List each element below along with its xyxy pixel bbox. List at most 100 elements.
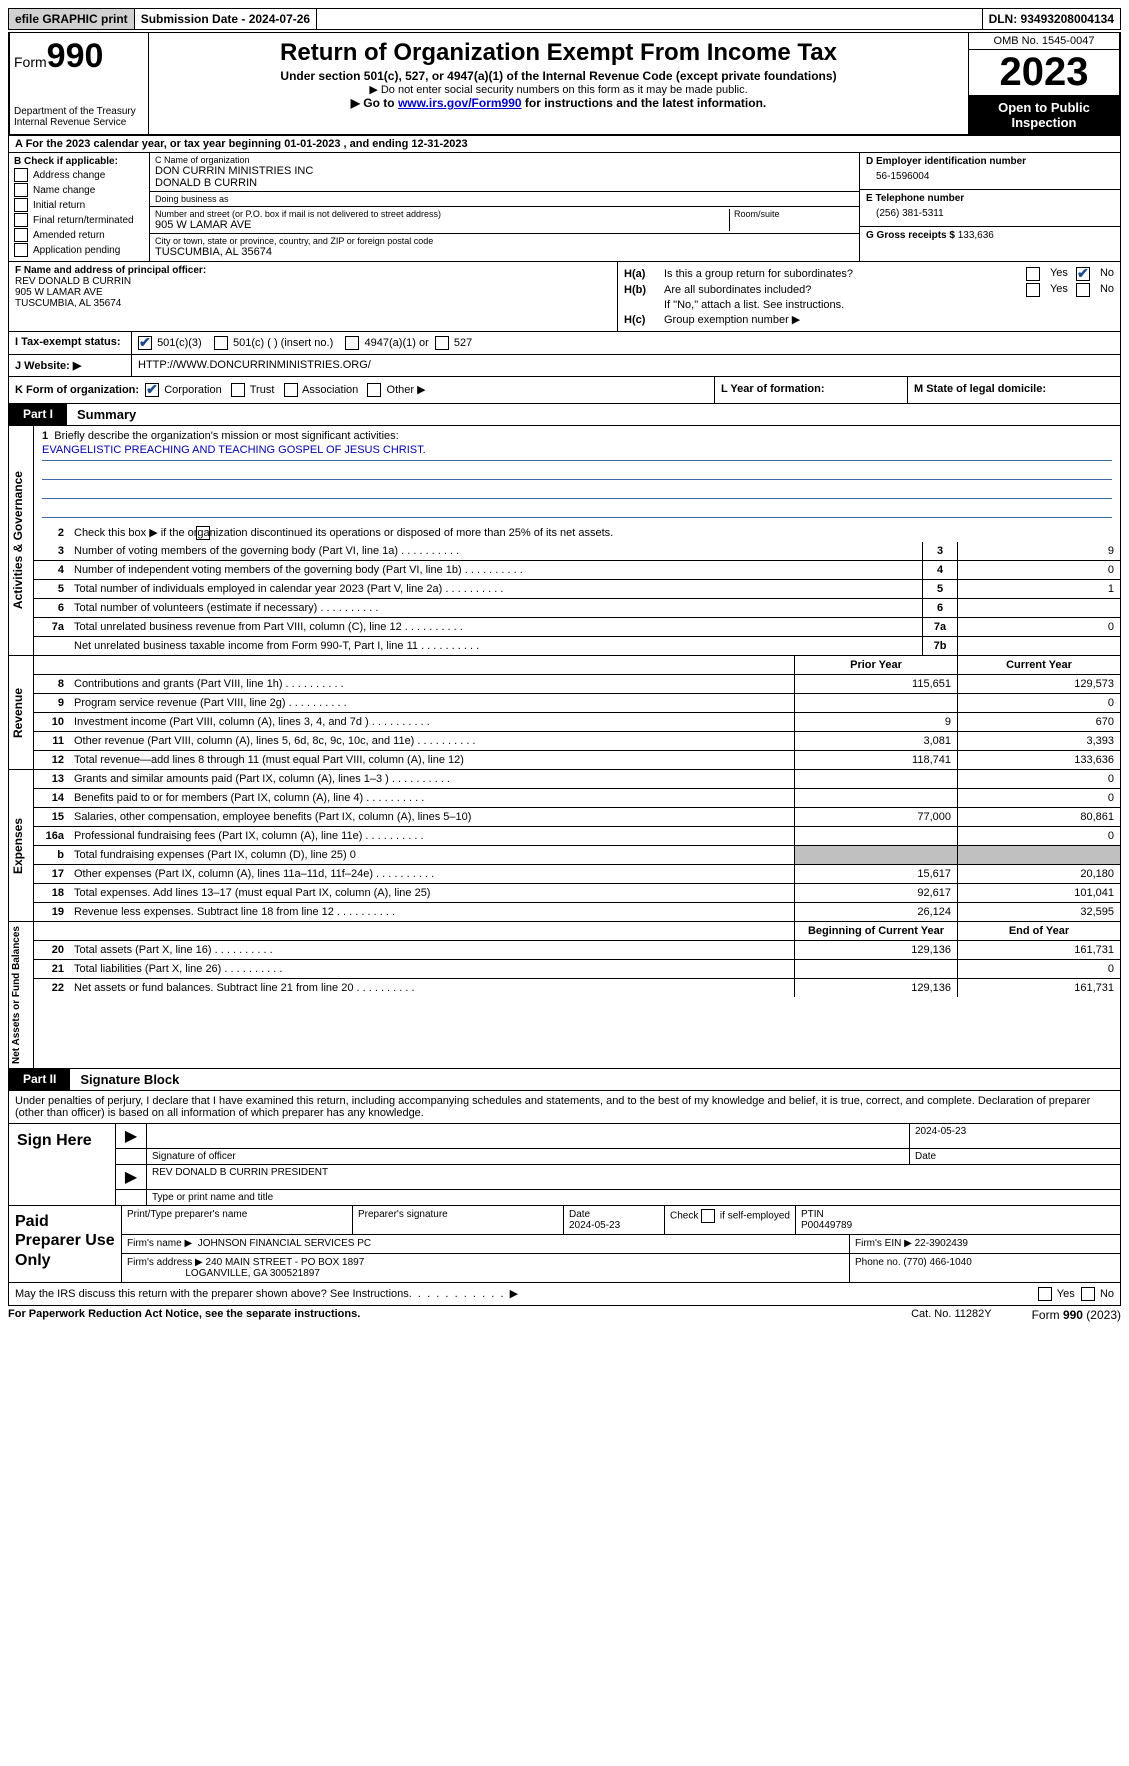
chk-self-employed[interactable] — [701, 1209, 715, 1223]
ha-no-lbl: No — [1100, 267, 1114, 281]
g7a-desc: Total unrelated business revenue from Pa… — [70, 619, 922, 635]
chk-other[interactable] — [367, 383, 381, 397]
ha-yes-lbl: Yes — [1050, 267, 1068, 281]
irs-link[interactable]: www.irs.gov/Form990 — [398, 96, 522, 110]
org-name-2: DONALD B CURRIN — [155, 177, 854, 189]
chk-corporation[interactable] — [145, 383, 159, 397]
part2-header: Part II Signature Block — [8, 1069, 1121, 1091]
discuss-q: May the IRS discuss this return with the… — [15, 1288, 412, 1300]
goto-post: for instructions and the latest informat… — [522, 96, 767, 110]
discuss-chks: Yes No — [1038, 1287, 1114, 1301]
chk-initial-return[interactable] — [14, 198, 28, 212]
na-hdr-end: End of Year — [957, 922, 1120, 940]
lbl-501c3: 501(c)(3) — [157, 337, 202, 349]
phone-row: E Telephone number (256) 381-5311 — [860, 190, 1120, 227]
j-label: J Website: ▶ — [9, 355, 132, 376]
ha-no-chk[interactable] — [1076, 267, 1090, 281]
hb-no-chk[interactable] — [1076, 283, 1090, 297]
na21-curr: 0 — [957, 960, 1120, 978]
discuss-yes-lbl: Yes — [1057, 1288, 1075, 1300]
g7b-desc: Net unrelated business taxable income fr… — [70, 638, 922, 654]
e17-curr: 20,180 — [957, 865, 1120, 883]
chk-discuss-no[interactable] — [1081, 1287, 1095, 1301]
chk-trust[interactable] — [231, 383, 245, 397]
chk-address-change[interactable] — [14, 168, 28, 182]
lbl-name-change: Name change — [33, 185, 95, 196]
phone-lbl: Phone no. — [855, 1257, 901, 1268]
i-label: I Tax-exempt status: — [9, 332, 132, 354]
expenses-body: 13Grants and similar amounts paid (Part … — [34, 770, 1120, 921]
row-i: I Tax-exempt status: 501(c)(3) 501(c) ( … — [8, 332, 1121, 355]
firm-addr-lbl: Firm's address ▶ — [127, 1257, 203, 1268]
e15-desc: Salaries, other compensation, employee b… — [70, 809, 794, 825]
lbl-corporation: Corporation — [164, 384, 221, 396]
na22-num: 22 — [34, 980, 70, 996]
netassets-body: Beginning of Current YearEnd of Year 20T… — [34, 922, 1120, 1068]
chk-application-pending[interactable] — [14, 243, 28, 257]
netassets-section: Net Assets or Fund Balances Beginning of… — [8, 922, 1121, 1069]
expenses-label: Expenses — [9, 770, 34, 921]
na-hdr-begin: Beginning of Current Year — [794, 922, 957, 940]
org-name-label: C Name of organization — [155, 155, 854, 165]
m-state-domicile: M State of legal domicile: — [908, 377, 1120, 403]
na21-num: 21 — [34, 961, 70, 977]
chk-discontinued[interactable] — [196, 526, 210, 540]
na22-curr: 161,731 — [957, 979, 1120, 997]
chk-501c[interactable] — [214, 336, 228, 350]
discuss-text: May the IRS discuss this return with the… — [15, 1287, 1038, 1301]
g5-num: 5 — [34, 581, 70, 597]
sig-date-val: 2024-05-23 — [910, 1124, 1120, 1148]
e18-desc: Total expenses. Add lines 13–17 (must eq… — [70, 885, 794, 901]
dept-treasury: Department of the Treasury Internal Reve… — [14, 106, 144, 128]
hc-text: Group exemption number ▶ — [664, 313, 1114, 326]
chk-501c3[interactable] — [138, 336, 152, 350]
b-header: B Check if applicable: — [14, 156, 144, 167]
chk-name-change[interactable] — [14, 183, 28, 197]
na22-desc: Net assets or fund balances. Subtract li… — [70, 980, 794, 996]
e13-curr: 0 — [957, 770, 1120, 788]
mission-text: EVANGELISTIC PREACHING AND TEACHING GOSP… — [42, 444, 1112, 461]
g5-val: 1 — [957, 580, 1120, 598]
g3-desc: Number of voting members of the governin… — [70, 543, 922, 559]
e16a-num: 16a — [34, 828, 70, 844]
footer-form-pre: Form — [1032, 1308, 1063, 1322]
q1-text: Briefly describe the organization's miss… — [54, 430, 398, 442]
na20-curr: 161,731 — [957, 941, 1120, 959]
prep-addr-cell: Firm's address ▶ 240 MAIN STREET - PO BO… — [122, 1254, 850, 1282]
chk-527[interactable] — [435, 336, 449, 350]
r12-desc: Total revenue—add lines 8 through 11 (mu… — [70, 752, 794, 768]
chk-association[interactable] — [284, 383, 298, 397]
g3-val: 9 — [957, 542, 1120, 560]
chk-final-return[interactable] — [14, 213, 28, 227]
org-name-row: C Name of organization DON CURRIN MINIST… — [150, 153, 859, 192]
q2-desc: Check this box ▶ if the organization dis… — [74, 527, 613, 539]
preparer-label: Paid Preparer Use Only — [9, 1206, 122, 1282]
footer-form-num: 990 — [1063, 1308, 1083, 1322]
city-val: TUSCUMBIA, AL 35674 — [155, 246, 433, 258]
footer-left: For Paperwork Reduction Act Notice, see … — [8, 1308, 911, 1322]
lbl-association: Association — [302, 384, 358, 396]
sig-arrow-2: ▶ — [116, 1165, 147, 1189]
j-website: HTTP://WWW.DONCURRINMINISTRIES.ORG/ — [132, 355, 1120, 376]
g7b-num — [34, 644, 70, 648]
chk-4947[interactable] — [345, 336, 359, 350]
chk-discuss-yes[interactable] — [1038, 1287, 1052, 1301]
r10-desc: Investment income (Part VIII, column (A)… — [70, 714, 794, 730]
submission-date: Submission Date - 2024-07-26 — [135, 9, 317, 29]
hb-yes-chk[interactable] — [1026, 283, 1040, 297]
ha-label: H(a) — [624, 268, 664, 280]
e16b-curr-shaded — [957, 846, 1120, 864]
firm-addr1: 240 MAIN STREET - PO BOX 1897 — [206, 1257, 365, 1268]
efile-print-button[interactable]: efile GRAPHIC print — [9, 9, 135, 29]
footer-right: Form 990 (2023) — [1032, 1308, 1121, 1322]
col-de: D Employer identification number 56-1596… — [859, 153, 1120, 261]
lbl-final-return: Final return/terminated — [33, 215, 134, 226]
col-c-org-info: C Name of organization DON CURRIN MINIST… — [150, 153, 859, 261]
ha-yes-chk[interactable] — [1026, 267, 1040, 281]
chk-amended-return[interactable] — [14, 228, 28, 242]
discuss-row: May the IRS discuss this return with the… — [8, 1283, 1121, 1306]
form-990-big: 990 — [47, 37, 104, 75]
firm-name: JOHNSON FINANCIAL SERVICES PC — [198, 1238, 371, 1249]
prep-firm-cell: Firm's name ▶ JOHNSON FINANCIAL SERVICES… — [122, 1235, 850, 1253]
ein-val: 56-1596004 — [866, 167, 1114, 186]
